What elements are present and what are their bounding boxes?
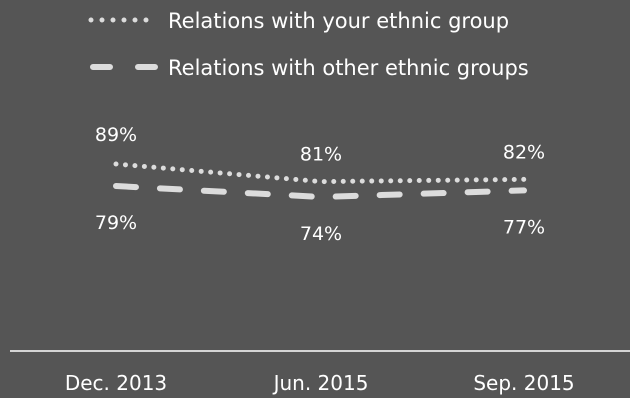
data-label: 82% bbox=[503, 141, 545, 163]
data-label: 89% bbox=[95, 124, 137, 146]
legend-item-other-groups: Relations with other ethnic groups bbox=[90, 56, 529, 80]
data-label: 77% bbox=[503, 216, 545, 238]
legend-item-own-group: Relations with your ethnic group bbox=[88, 9, 509, 33]
legend-label-own-group: Relations with your ethnic group bbox=[168, 9, 509, 33]
data-labels: 89% 81% 82% 79% 74% 77% bbox=[95, 124, 545, 245]
data-label: 79% bbox=[95, 212, 137, 234]
x-tick-label: Sep. 2015 bbox=[473, 371, 574, 395]
series-layer bbox=[113, 161, 527, 201]
legend: Relations with your ethnic group Relatio… bbox=[88, 9, 529, 80]
data-label: 81% bbox=[300, 144, 342, 166]
x-tick-label: Jun. 2015 bbox=[272, 371, 369, 395]
x-tick-label: Dec. 2013 bbox=[65, 371, 167, 395]
series-line-other-groups bbox=[113, 183, 527, 201]
x-axis-ticks: Dec. 2013 Jun. 2015 Sep. 2015 bbox=[65, 371, 575, 395]
legend-label-other-groups: Relations with other ethnic groups bbox=[168, 56, 529, 80]
series-line-own-group bbox=[113, 161, 527, 185]
data-label: 74% bbox=[300, 223, 342, 245]
